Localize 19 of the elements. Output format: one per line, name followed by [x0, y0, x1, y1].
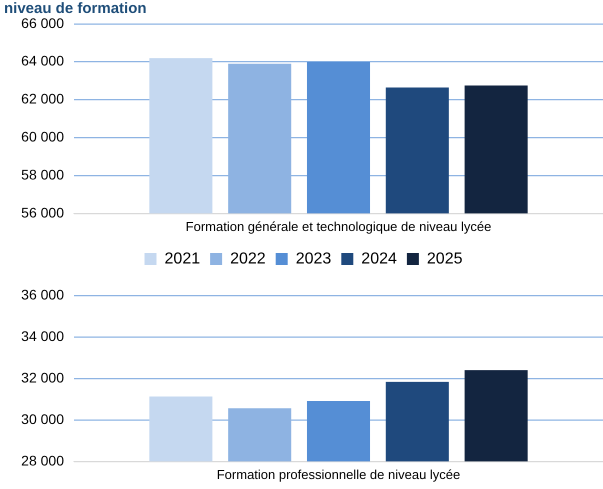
y-tick-label: 34 000 — [21, 328, 64, 344]
legend-label: 2021 — [164, 250, 200, 268]
x-tick-label: Formation professionnelle de niveau lycée — [216, 466, 460, 482]
chart-title: niveau de formation — [4, 0, 147, 18]
legend-label: 2023 — [296, 250, 332, 268]
y-tick-label: 30 000 — [21, 410, 64, 427]
y-tick-label: 62 000 — [21, 90, 64, 107]
y-tick-label: 32 000 — [21, 369, 64, 386]
y-tick-label: 58 000 — [21, 166, 64, 182]
y-tick-label: 64 000 — [21, 52, 64, 69]
y-tick-label: 66 000 — [21, 14, 64, 31]
x-tick-label: Formation générale et technologique de niveau lycée — [186, 218, 492, 234]
y-tick-label: 36 000 — [21, 286, 64, 302]
legend-label: 2024 — [361, 250, 397, 268]
y-tick-label: 56 000 — [21, 204, 64, 220]
legend-label: 2025 — [426, 250, 463, 268]
y-tick-label: 28 000 — [21, 452, 64, 468]
legend-label: 2022 — [230, 250, 266, 268]
y-tick-label: 60 000 — [21, 128, 64, 144]
